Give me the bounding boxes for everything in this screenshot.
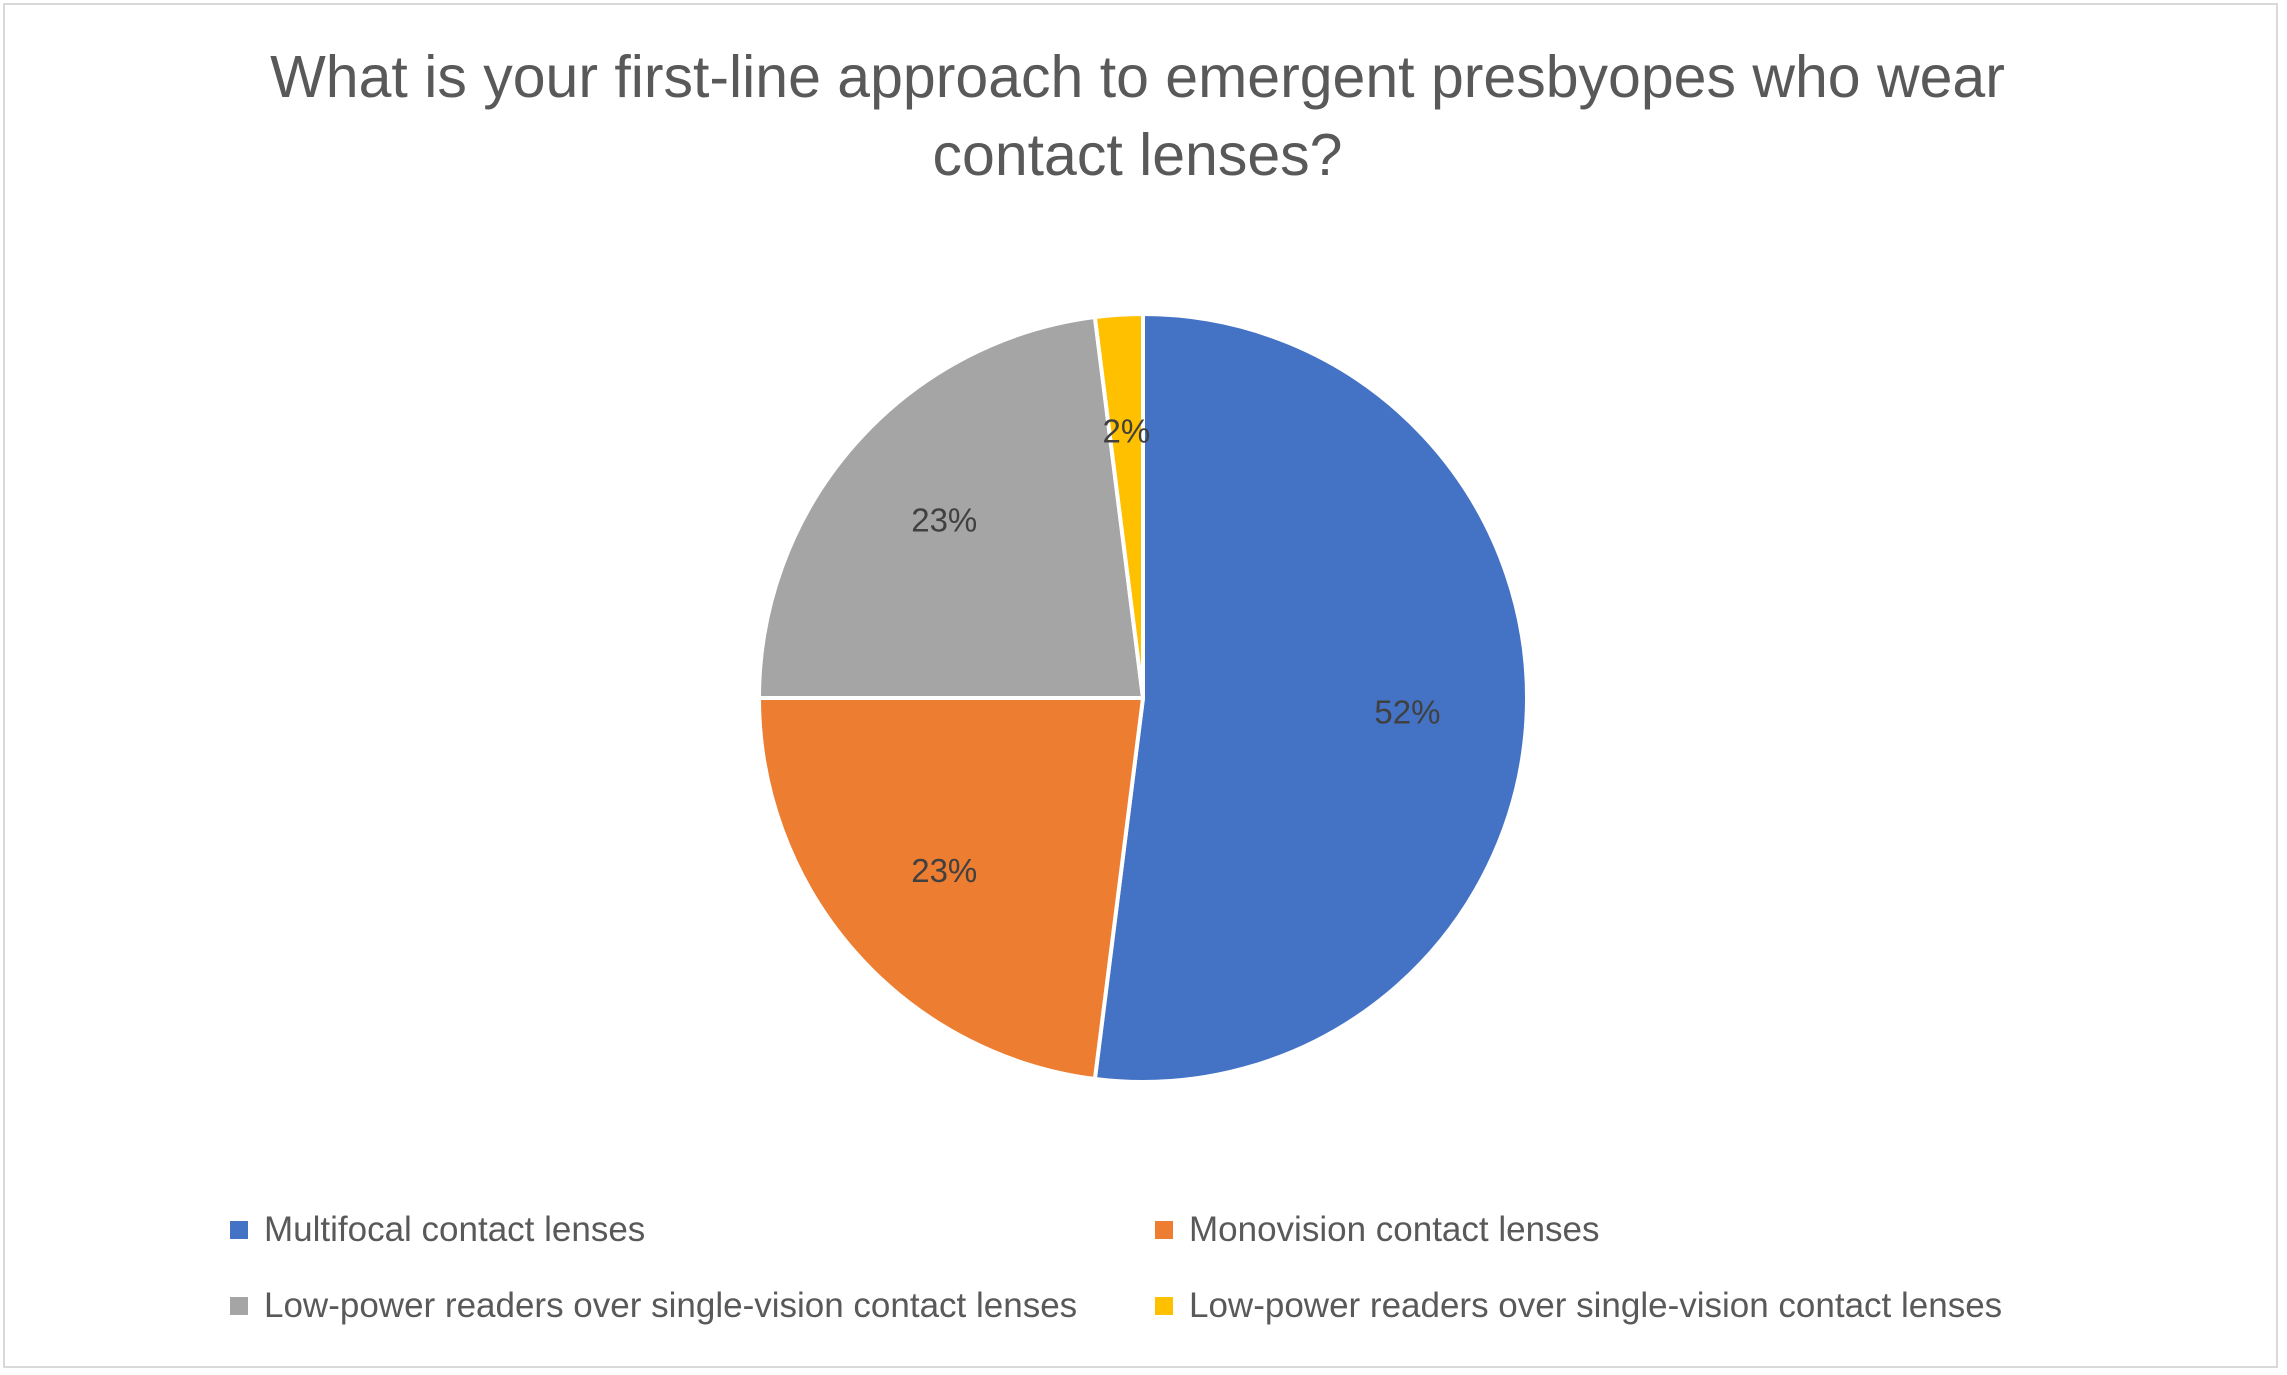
chart-title-line-2: contact lenses? [932,122,1343,188]
legend-swatch-monovision [1155,1221,1173,1239]
legend-item-low-power-readers-gray: Low-power readers over single-vision con… [230,1281,1077,1331]
pie-slices [757,312,1530,1084]
legend-label-multifocal: Multifocal contact lenses [264,1210,646,1249]
data-label-monovision: 23% [911,852,977,889]
pie-slice-low-power-readers-yellow [1092,312,1145,700]
legend-swatch-low-power-readers-yellow [1155,1297,1173,1315]
legend-item-multifocal: Multifocal contact lenses [230,1205,645,1255]
legend-label-low-power-readers-yellow: Low-power readers over single-vision con… [1189,1286,2003,1325]
legend-swatch-low-power-readers-gray [230,1297,248,1315]
chart-title: What is your first-line approach to emer… [150,38,2125,194]
pie-data-labels: 52% 23% 23% 2% [911,412,1440,889]
pie-slice-low-power-readers-gray [757,315,1145,700]
chart-title-line-1: What is your first-line approach to emer… [270,44,2005,110]
chart-legend: Multifocal contact lenses Monovision con… [230,1205,2130,1345]
data-label-low-power-readers-yellow: 2% [1103,412,1151,449]
legend-label-monovision: Monovision contact lenses [1189,1210,1600,1249]
data-label-multifocal: 52% [1374,693,1440,730]
data-label-low-power-readers-gray: 23% [911,501,977,538]
pie-slice-multifocal [1092,312,1530,1084]
legend-item-monovision: Monovision contact lenses [1155,1205,1600,1255]
pie-slice-monovision [757,696,1145,1081]
legend-label-low-power-readers-gray: Low-power readers over single-vision con… [264,1286,1078,1325]
legend-swatch-multifocal [230,1221,248,1239]
legend-item-low-power-readers-yellow: Low-power readers over single-vision con… [1155,1281,2002,1331]
